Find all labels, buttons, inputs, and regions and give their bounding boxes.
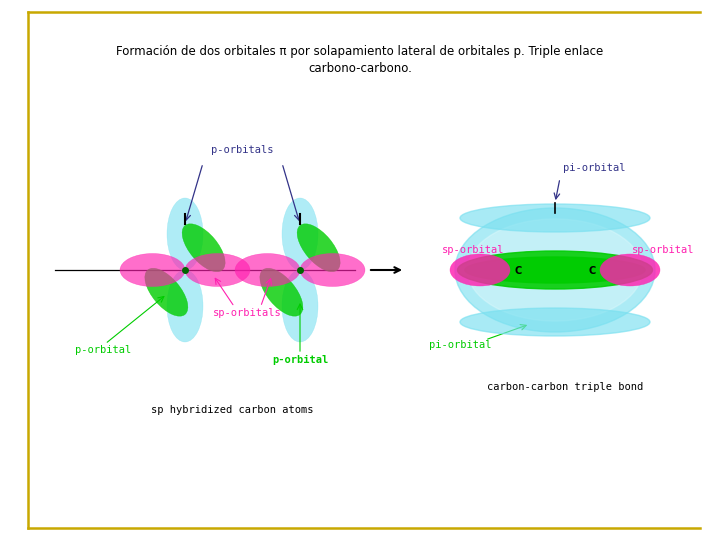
Ellipse shape	[145, 268, 188, 316]
Ellipse shape	[297, 224, 340, 272]
Ellipse shape	[120, 253, 185, 287]
Ellipse shape	[450, 254, 510, 286]
Text: p-orbital: p-orbital	[75, 345, 131, 355]
Ellipse shape	[455, 208, 655, 332]
Text: sp hybridized carbon atoms: sp hybridized carbon atoms	[151, 405, 314, 415]
Ellipse shape	[167, 270, 203, 342]
Ellipse shape	[457, 251, 652, 289]
Text: sp-orbital: sp-orbital	[442, 245, 505, 255]
Ellipse shape	[460, 308, 650, 336]
Ellipse shape	[185, 253, 250, 287]
Text: sp-orbitals: sp-orbitals	[213, 308, 282, 318]
Ellipse shape	[467, 219, 642, 321]
Ellipse shape	[167, 198, 203, 270]
Text: pi-orbital: pi-orbital	[563, 163, 626, 173]
Ellipse shape	[300, 253, 365, 287]
Text: C: C	[514, 266, 521, 276]
Ellipse shape	[600, 254, 660, 286]
Text: pi-orbital: pi-orbital	[428, 340, 491, 350]
Ellipse shape	[465, 257, 645, 283]
Ellipse shape	[260, 268, 303, 316]
Text: carbon-carbon triple bond: carbon-carbon triple bond	[487, 382, 643, 392]
Text: carbono-carbono.: carbono-carbono.	[308, 62, 412, 75]
Text: C: C	[588, 266, 595, 276]
Ellipse shape	[182, 224, 225, 272]
Ellipse shape	[282, 198, 318, 270]
Ellipse shape	[455, 208, 655, 332]
Ellipse shape	[282, 270, 318, 342]
Text: p-orbital: p-orbital	[272, 355, 328, 365]
Text: Formación de dos orbitales π por solapamiento lateral de orbitales p. Triple enl: Formación de dos orbitales π por solapam…	[117, 45, 603, 58]
Text: p-orbitals: p-orbitals	[211, 145, 274, 155]
Text: sp-orbital: sp-orbital	[632, 245, 695, 255]
Ellipse shape	[235, 253, 300, 287]
Ellipse shape	[460, 204, 650, 232]
